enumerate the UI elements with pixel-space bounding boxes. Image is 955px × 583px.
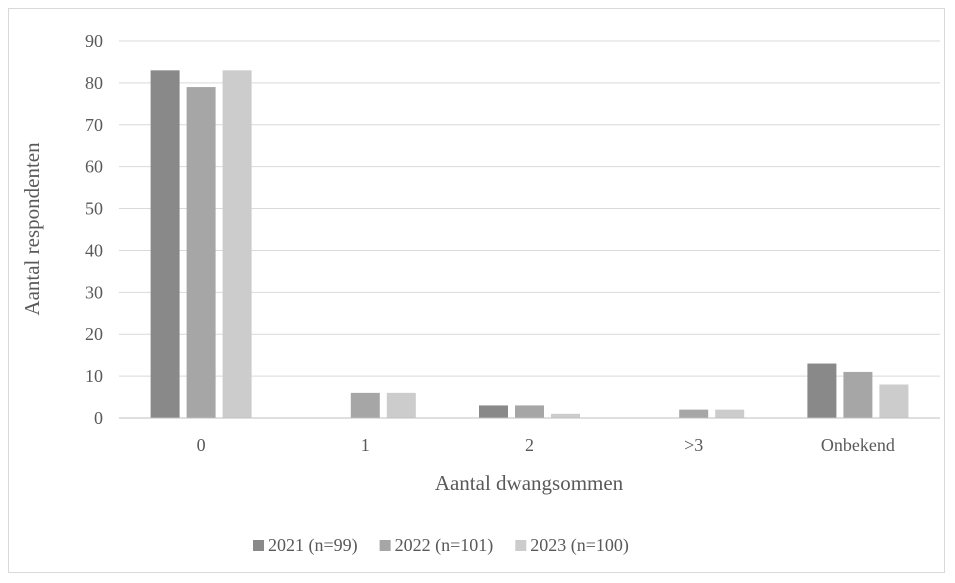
x-tick-label: 1 bbox=[361, 435, 370, 455]
bar bbox=[350, 392, 380, 418]
bar bbox=[186, 87, 216, 419]
legend-item: 2023 (n=100) bbox=[515, 535, 629, 556]
legend-label: 2022 (n=101) bbox=[395, 535, 494, 556]
y-tick-label: 10 bbox=[85, 366, 103, 386]
y-tick-label: 20 bbox=[85, 324, 103, 344]
x-axis-title: Aantal dwangsommen bbox=[435, 471, 624, 495]
y-tick-label: 30 bbox=[85, 282, 103, 302]
y-tick-label: 0 bbox=[94, 408, 103, 428]
bar bbox=[879, 384, 909, 418]
y-tick-label: 90 bbox=[85, 31, 103, 51]
bar bbox=[807, 363, 837, 418]
legend-swatch bbox=[379, 540, 391, 551]
legend-label: 2023 (n=100) bbox=[530, 535, 629, 556]
y-axis-ticks: 0 10 20 30 40 50 60 70 80 90 bbox=[85, 31, 103, 428]
legend-item: 2021 (n=99) bbox=[253, 535, 358, 556]
y-axis-title: Aantal respondenten bbox=[20, 142, 44, 316]
legend: 2021 (n=99) 2022 (n=101) 2023 (n=100) bbox=[253, 535, 629, 556]
y-tick-label: 50 bbox=[85, 199, 103, 219]
legend-label: 2021 (n=99) bbox=[268, 535, 358, 556]
bar bbox=[715, 409, 745, 418]
x-tick-label: 2 bbox=[525, 435, 534, 455]
x-tick-label: 0 bbox=[197, 435, 206, 455]
legend-swatch bbox=[253, 540, 264, 551]
bar bbox=[386, 392, 416, 418]
bar bbox=[222, 70, 252, 419]
x-tick-label: >3 bbox=[684, 435, 703, 455]
bar bbox=[843, 371, 873, 418]
bar bbox=[150, 70, 180, 419]
bar bbox=[551, 413, 580, 418]
bar bbox=[515, 405, 544, 418]
gridlines bbox=[119, 40, 940, 377]
x-tick-label: Onbekend bbox=[821, 435, 895, 455]
bars bbox=[150, 70, 909, 419]
chart-frame bbox=[8, 8, 945, 573]
y-tick-label: 40 bbox=[85, 240, 103, 260]
bar bbox=[679, 409, 709, 418]
y-tick-label: 80 bbox=[85, 73, 103, 93]
legend-item: 2022 (n=101) bbox=[379, 535, 494, 556]
legend-swatch bbox=[515, 540, 527, 551]
y-tick-label: 70 bbox=[85, 115, 103, 135]
bar bbox=[479, 405, 508, 418]
x-axis-ticks: 0 1 2 >3 Onbekend bbox=[197, 435, 895, 455]
y-tick-label: 60 bbox=[85, 157, 103, 177]
